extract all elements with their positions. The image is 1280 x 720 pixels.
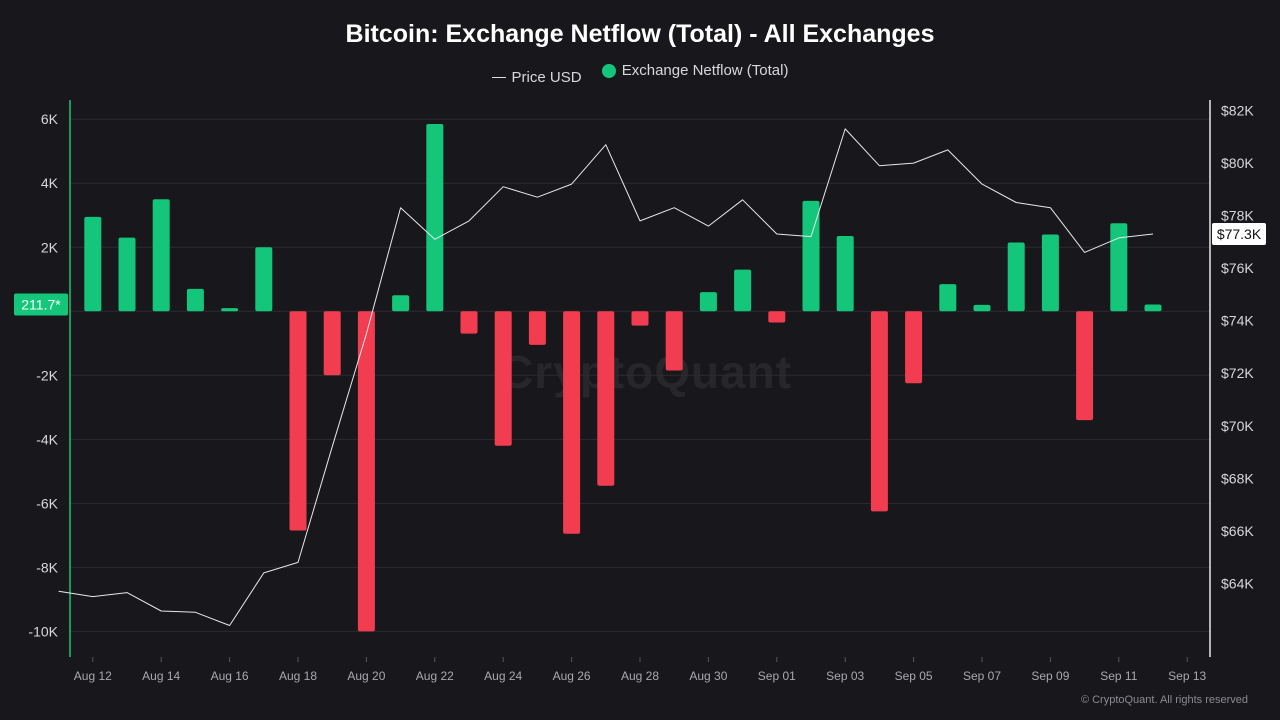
legend-label-netflow: Exchange Netflow (Total) xyxy=(621,62,789,79)
netflow-bar[interactable] xyxy=(665,311,683,371)
x-tick-label: Sep 09 xyxy=(1031,669,1069,683)
left-tick-label: -6K xyxy=(36,495,58,511)
right-tick-label: $72K xyxy=(1221,365,1254,381)
netflow-bar[interactable] xyxy=(734,269,752,312)
left-tick-label: -10K xyxy=(28,623,58,639)
current-price-badge xyxy=(1212,222,1266,245)
current-netflow-badge xyxy=(14,293,68,316)
right-tick-label: $74K xyxy=(1221,313,1254,329)
netflow-bar[interactable] xyxy=(426,124,444,312)
right-tick-label: $66K xyxy=(1221,523,1254,539)
x-tick-label: Sep 03 xyxy=(826,669,864,683)
right-tick-label: $76K xyxy=(1221,260,1254,276)
netflow-bar[interactable] xyxy=(1110,223,1128,312)
x-tick-label: Aug 20 xyxy=(347,669,385,683)
netflow-bar[interactable] xyxy=(357,311,375,632)
netflow-bar[interactable] xyxy=(494,311,512,446)
x-tick-label: Aug 18 xyxy=(279,669,317,683)
netflow-bar[interactable] xyxy=(768,311,786,323)
price-line[interactable] xyxy=(58,128,1154,626)
x-tick-label: Sep 13 xyxy=(1168,669,1206,683)
right-tick-label: $64K xyxy=(1221,575,1254,591)
left-tick-label: -4K xyxy=(36,431,58,447)
netflow-bar[interactable] xyxy=(1041,234,1059,312)
netflow-bar[interactable] xyxy=(1144,304,1162,312)
netflow-bar[interactable] xyxy=(870,311,888,512)
netflow-bar[interactable] xyxy=(973,304,991,312)
x-tick-label: Aug 22 xyxy=(416,669,454,683)
chart-title: Bitcoin: Exchange Netflow (Total) - All … xyxy=(345,20,935,48)
right-tick-label: $78K xyxy=(1221,208,1254,224)
left-tick-label: -2K xyxy=(36,367,58,383)
legend-item-netflow[interactable]: Exchange Netflow (Total) xyxy=(601,62,789,79)
x-tick-label: Sep 11 xyxy=(1100,669,1137,683)
netflow-bar[interactable] xyxy=(460,311,478,334)
netflow-bar[interactable] xyxy=(597,311,615,486)
left-tick-label: 6K xyxy=(41,111,59,127)
x-tick-label: Aug 12 xyxy=(74,669,112,683)
netflow-bar[interactable] xyxy=(802,200,820,312)
netflow-bar[interactable] xyxy=(84,216,102,312)
x-tick-label: Aug 30 xyxy=(689,669,727,683)
x-tick-label: Sep 07 xyxy=(963,669,1001,683)
left-tick-label: 2K xyxy=(41,239,59,255)
netflow-bar[interactable] xyxy=(631,311,649,326)
current-netflow-label: 211.7* xyxy=(21,296,61,312)
netflow-bar[interactable] xyxy=(323,311,341,376)
x-tick-label: Sep 01 xyxy=(758,669,796,683)
right-tick-label: $70K xyxy=(1221,418,1254,434)
x-tick-label: Aug 14 xyxy=(142,669,180,683)
x-tick-label: Aug 24 xyxy=(484,669,522,683)
legend-item-price[interactable]: Price USD xyxy=(491,68,582,86)
copyright-notice: © CryptoQuant. All rights reserved xyxy=(1080,694,1248,706)
x-tick-label: Sep 05 xyxy=(895,669,933,683)
x-tick-label: Aug 28 xyxy=(621,669,659,683)
netflow-bar[interactable] xyxy=(1007,242,1025,312)
dot-marker-icon xyxy=(601,63,616,78)
x-tick-label: Aug 16 xyxy=(211,669,249,683)
netflow-bar[interactable] xyxy=(186,288,204,312)
netflow-bar[interactable] xyxy=(836,236,854,312)
netflow-bar[interactable] xyxy=(392,295,410,312)
netflow-bar[interactable] xyxy=(528,311,546,345)
right-tick-label: $82K xyxy=(1221,103,1254,119)
right-tick-label: $68K xyxy=(1221,470,1254,486)
chart-legend: Price USD Exchange Netflow (Total) xyxy=(0,62,1280,86)
watermark: CryptoQuant xyxy=(500,346,793,398)
x-tick-label: Aug 26 xyxy=(553,669,591,683)
line-marker-icon xyxy=(491,76,506,78)
netflow-bar[interactable] xyxy=(255,247,273,312)
netflow-bar[interactable] xyxy=(1076,311,1094,421)
netflow-bar[interactable] xyxy=(118,237,136,312)
netflow-bar[interactable] xyxy=(563,311,581,534)
netflow-bar[interactable] xyxy=(152,199,170,312)
netflow-bar[interactable] xyxy=(221,308,239,312)
left-tick-label: -8K xyxy=(36,559,58,575)
netflow-bar[interactable] xyxy=(905,311,923,384)
left-tick-label: 4K xyxy=(41,175,59,191)
netflow-bar[interactable] xyxy=(289,311,307,531)
current-price-label: $77.3K xyxy=(1217,226,1262,242)
netflow-bar[interactable] xyxy=(699,292,717,312)
legend-label-price: Price USD xyxy=(511,68,582,86)
netflow-bar[interactable] xyxy=(939,284,957,312)
right-tick-label: $80K xyxy=(1221,155,1254,171)
